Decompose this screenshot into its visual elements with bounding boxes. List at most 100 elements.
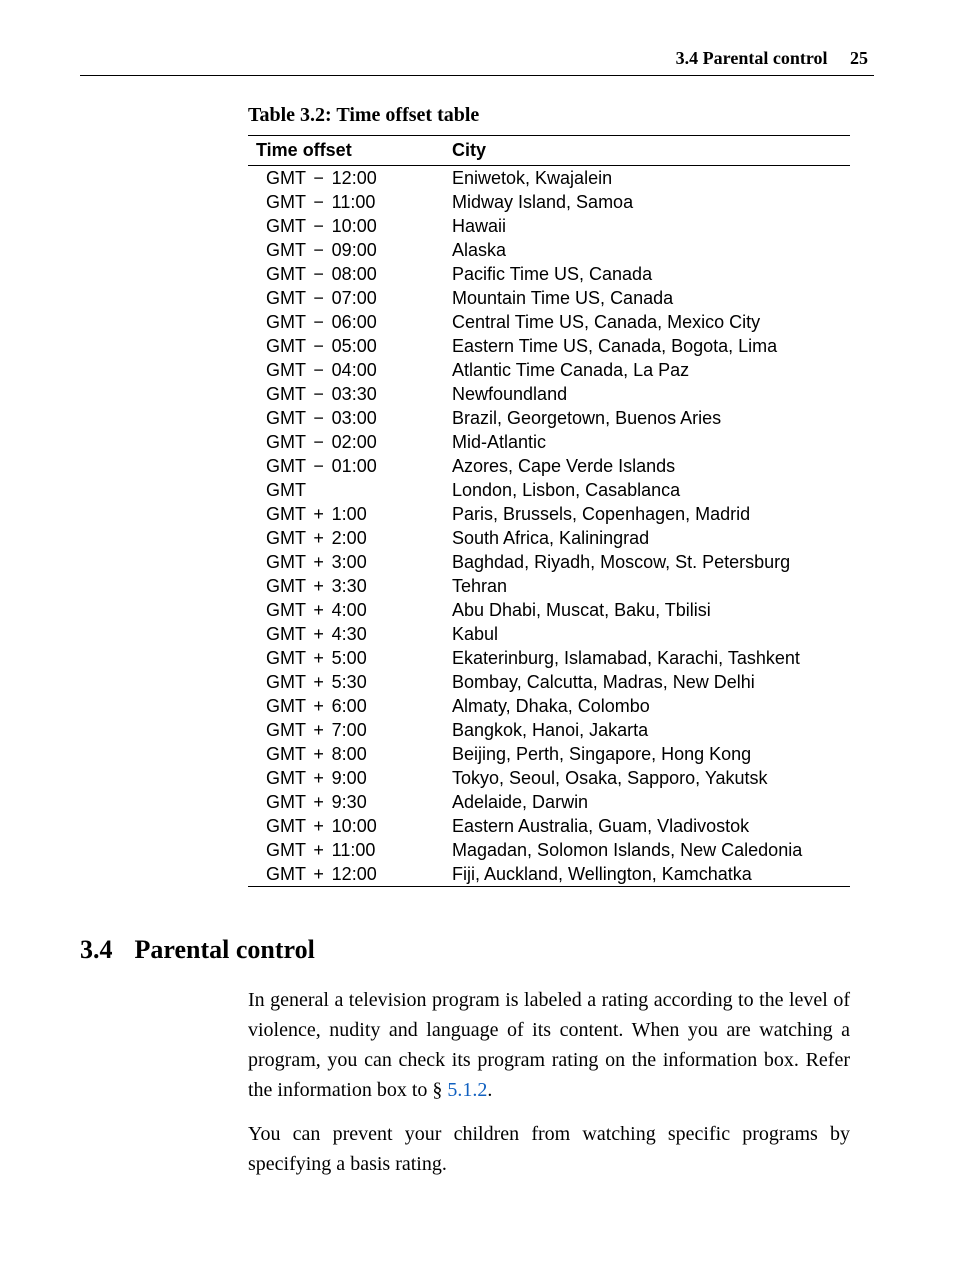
table-row: GMT − 09:00Alaska [248,238,850,262]
time-offset-cell: GMT − 05:00 [248,334,444,358]
paragraph-text: In general a television program is label… [248,989,850,1101]
city-cell: Adelaide, Darwin [444,790,850,814]
table-row: GMT − 07:00Mountain Time US, Canada [248,286,850,310]
table-row: GMT − 12:00Eniwetok, Kwajalein [248,166,850,191]
time-offset-cell: GMT + 4:30 [248,622,444,646]
city-cell: Abu Dhabi, Muscat, Baku, Tbilisi [444,598,850,622]
table-row: GMT + 4:30Kabul [248,622,850,646]
table-row: GMT − 03:30Newfoundland [248,382,850,406]
time-offset-cell: GMT + 2:00 [248,526,444,550]
city-cell: Kabul [444,622,850,646]
time-offset-cell: GMT + 9:00 [248,766,444,790]
paragraph-text: . [487,1079,492,1101]
city-cell: Eniwetok, Kwajalein [444,166,850,191]
city-cell: Central Time US, Canada, Mexico City [444,310,850,334]
city-cell: Beijing, Perth, Singapore, Hong Kong [444,742,850,766]
cross-reference-link[interactable]: 5.1.2 [447,1079,487,1101]
city-cell: Bombay, Calcutta, Madras, New Delhi [444,670,850,694]
city-cell: Paris, Brussels, Copenhagen, Madrid [444,502,850,526]
city-cell: Mid-Atlantic [444,430,850,454]
section-heading: 3.4 Parental control [80,935,850,965]
page-number: 25 [850,48,868,68]
city-cell: Pacific Time US, Canada [444,262,850,286]
table-row: GMT − 10:00Hawaii [248,214,850,238]
time-offset-cell: GMT + 11:00 [248,838,444,862]
table-row: GMT + 6:00Almaty, Dhaka, Colombo [248,694,850,718]
time-offset-cell: GMT − 03:30 [248,382,444,406]
city-cell: Brazil, Georgetown, Buenos Aries [444,406,850,430]
time-offset-cell: GMT − 01:00 [248,454,444,478]
city-cell: Atlantic Time Canada, La Paz [444,358,850,382]
table-row: GMT + 11:00Magadan, Solomon Islands, New… [248,838,850,862]
city-cell: London, Lisbon, Casablanca [444,478,850,502]
time-offset-cell: GMT + 3:00 [248,550,444,574]
time-offset-cell: GMT + 6:00 [248,694,444,718]
table-row: GMT − 05:00Eastern Time US, Canada, Bogo… [248,334,850,358]
table-row: GMTLondon, Lisbon, Casablanca [248,478,850,502]
time-offset-cell: GMT − 11:00 [248,190,444,214]
time-offset-cell: GMT − 06:00 [248,310,444,334]
city-cell: South Africa, Kaliningrad [444,526,850,550]
city-cell: Tehran [444,574,850,598]
city-cell: Midway Island, Samoa [444,190,850,214]
paragraph-text: You can prevent your children from watch… [248,1123,850,1175]
time-offset-cell: GMT + 9:30 [248,790,444,814]
city-cell: Fiji, Auckland, Wellington, Kamchatka [444,862,850,887]
time-offset-table: Time offset City GMT − 12:00Eniwetok, Kw… [248,135,850,887]
table-row: GMT + 2:00South Africa, Kaliningrad [248,526,850,550]
header-rule [80,75,874,76]
time-offset-cell: GMT + 5:00 [248,646,444,670]
section-parental-control: 3.4 Parental control In general a televi… [80,935,874,1179]
table-row: GMT + 12:00Fiji, Auckland, Wellington, K… [248,862,850,887]
col-header-city: City [444,136,850,166]
city-cell: Ekaterinburg, Islamabad, Karachi, Tashke… [444,646,850,670]
table-row: GMT − 08:00Pacific Time US, Canada [248,262,850,286]
time-offset-cell: GMT + 5:30 [248,670,444,694]
time-offset-cell: GMT + 12:00 [248,862,444,887]
time-offset-cell: GMT + 7:00 [248,718,444,742]
city-cell: Tokyo, Seoul, Osaka, Sapporo, Yakutsk [444,766,850,790]
time-offset-cell: GMT − 09:00 [248,238,444,262]
city-cell: Hawaii [444,214,850,238]
city-cell: Almaty, Dhaka, Colombo [444,694,850,718]
time-offset-cell: GMT − 07:00 [248,286,444,310]
time-offset-cell: GMT − 03:00 [248,406,444,430]
paragraph: You can prevent your children from watch… [248,1119,850,1179]
table-row: GMT + 5:00Ekaterinburg, Islamabad, Karac… [248,646,850,670]
time-offset-cell: GMT [248,478,444,502]
table-row: GMT − 04:00Atlantic Time Canada, La Paz [248,358,850,382]
section-body: In general a television program is label… [248,985,850,1179]
table-row: GMT − 03:00Brazil, Georgetown, Buenos Ar… [248,406,850,430]
time-offset-cell: GMT − 04:00 [248,358,444,382]
time-offset-cell: GMT + 4:00 [248,598,444,622]
table-caption: Table 3.2: Time offset table [248,104,850,127]
time-offset-table-block: Table 3.2: Time offset table Time offset… [248,104,850,887]
city-cell: Bangkok, Hanoi, Jakarta [444,718,850,742]
city-cell: Alaska [444,238,850,262]
time-offset-cell: GMT + 1:00 [248,502,444,526]
time-offset-cell: GMT − 02:00 [248,430,444,454]
time-offset-cell: GMT + 3:30 [248,574,444,598]
city-cell: Baghdad, Riyadh, Moscow, St. Petersburg [444,550,850,574]
table-row: GMT + 3:30Tehran [248,574,850,598]
col-header-offset: Time offset [248,136,444,166]
table-row: GMT + 4:00Abu Dhabi, Muscat, Baku, Tbili… [248,598,850,622]
time-offset-cell: GMT − 12:00 [248,166,444,191]
city-cell: Eastern Australia, Guam, Vladivostok [444,814,850,838]
time-offset-cell: GMT + 10:00 [248,814,444,838]
city-cell: Magadan, Solomon Islands, New Caledonia [444,838,850,862]
time-offset-cell: GMT − 08:00 [248,262,444,286]
city-cell: Azores, Cape Verde Islands [444,454,850,478]
time-offset-cell: GMT − 10:00 [248,214,444,238]
table-row: GMT + 7:00Bangkok, Hanoi, Jakarta [248,718,850,742]
table-body: GMT − 12:00Eniwetok, KwajaleinGMT − 11:0… [248,166,850,887]
time-offset-cell: GMT + 8:00 [248,742,444,766]
city-cell: Newfoundland [444,382,850,406]
table-row: GMT − 06:00Central Time US, Canada, Mexi… [248,310,850,334]
city-cell: Eastern Time US, Canada, Bogota, Lima [444,334,850,358]
table-row: GMT + 8:00Beijing, Perth, Singapore, Hon… [248,742,850,766]
table-row: GMT − 11:00Midway Island, Samoa [248,190,850,214]
running-header-title: 3.4 Parental control [676,48,828,68]
table-row: GMT + 9:30Adelaide, Darwin [248,790,850,814]
table-row: GMT + 1:00Paris, Brussels, Copenhagen, M… [248,502,850,526]
